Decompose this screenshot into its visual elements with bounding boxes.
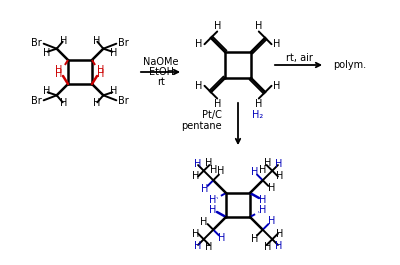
Text: H: H: [268, 183, 276, 193]
Text: H: H: [194, 241, 201, 251]
Text: H: H: [93, 98, 100, 108]
Text: H: H: [214, 21, 221, 31]
Text: H: H: [275, 159, 282, 169]
Text: H: H: [60, 36, 67, 46]
Text: H: H: [264, 158, 271, 168]
Text: H: H: [259, 165, 266, 175]
Text: H: H: [55, 65, 63, 75]
Text: H: H: [264, 242, 271, 252]
Text: Br: Br: [118, 38, 129, 48]
Text: EtOH: EtOH: [148, 67, 174, 77]
Text: H: H: [192, 229, 200, 239]
Text: Pt/C: Pt/C: [202, 110, 222, 120]
Text: H: H: [97, 65, 105, 75]
Text: polym.: polym.: [334, 60, 366, 70]
Text: Br: Br: [31, 96, 42, 106]
Text: H: H: [210, 165, 217, 175]
Text: H: H: [274, 81, 281, 91]
Text: H: H: [194, 159, 201, 169]
Text: H: H: [218, 233, 226, 243]
Text: H: H: [276, 171, 284, 181]
Text: pentane: pentane: [181, 121, 222, 131]
Text: H: H: [214, 99, 221, 109]
Text: rt: rt: [157, 77, 165, 87]
Text: H: H: [209, 195, 217, 205]
Text: H: H: [259, 195, 267, 205]
Text: H: H: [205, 242, 212, 252]
Text: H: H: [255, 21, 262, 31]
Text: NaOMe: NaOMe: [143, 57, 179, 67]
Text: H: H: [97, 69, 105, 79]
Text: H: H: [195, 81, 202, 91]
Text: H: H: [255, 99, 262, 109]
Text: H: H: [250, 167, 258, 177]
Text: Br: Br: [118, 96, 129, 106]
Text: H: H: [60, 98, 67, 108]
Text: H: H: [268, 216, 275, 226]
Text: rt, air: rt, air: [286, 53, 312, 63]
Text: H: H: [259, 205, 267, 215]
Text: H: H: [251, 234, 259, 244]
Text: Br: Br: [31, 38, 42, 48]
Text: H: H: [55, 69, 63, 79]
Text: H: H: [274, 39, 281, 49]
Text: H: H: [93, 36, 100, 46]
Text: H: H: [205, 158, 212, 168]
Text: H: H: [110, 48, 117, 58]
Text: H₂: H₂: [252, 110, 263, 120]
Text: H: H: [200, 217, 208, 227]
Text: H: H: [201, 184, 208, 194]
Text: H: H: [276, 229, 284, 239]
Text: H: H: [192, 171, 200, 181]
Text: H: H: [43, 86, 50, 96]
Text: H: H: [43, 48, 50, 58]
Text: H: H: [217, 166, 225, 176]
Text: H: H: [209, 205, 217, 215]
Text: H: H: [110, 86, 117, 96]
Text: H: H: [195, 39, 202, 49]
Text: H: H: [275, 241, 282, 251]
